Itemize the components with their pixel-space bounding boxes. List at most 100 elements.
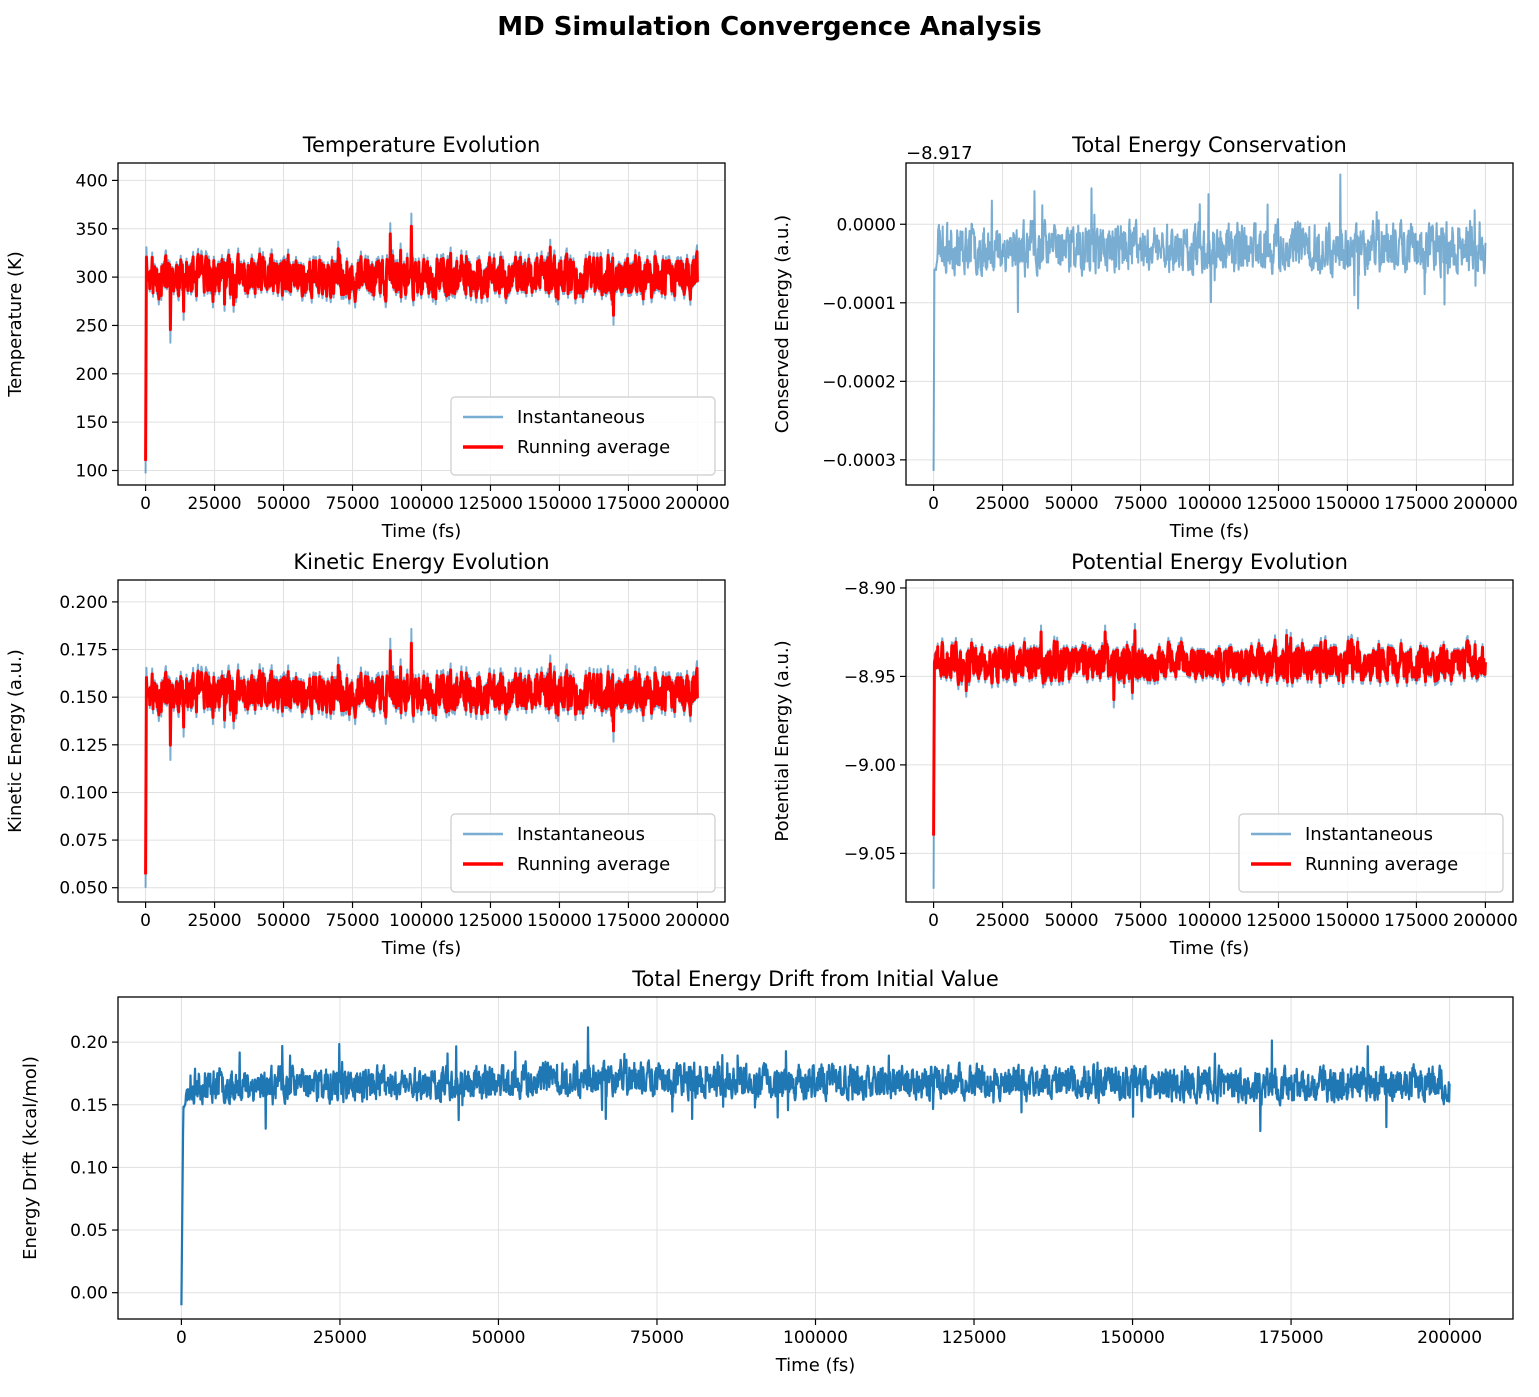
x-axis-label: Time (fs) bbox=[381, 521, 462, 542]
series-line bbox=[180, 1026, 1451, 1306]
x-tick-label: 0 bbox=[928, 494, 939, 514]
y-axis-label: Conserved Energy (a.u.) bbox=[772, 215, 793, 433]
y-tick-label: −0.0002 bbox=[822, 372, 896, 392]
y-tick-label: 300 bbox=[76, 268, 108, 288]
x-tick-label: 150000 bbox=[527, 494, 592, 514]
figure-title: MD Simulation Convergence Analysis bbox=[497, 12, 1042, 42]
y-axis-label: Energy Drift (kcal/mol) bbox=[20, 1056, 41, 1260]
x-tick-label: 75000 bbox=[630, 1328, 684, 1348]
x-tick-label: 150000 bbox=[1315, 911, 1380, 931]
y-axis-label: Kinetic Energy (a.u.) bbox=[5, 649, 26, 833]
x-tick-label: 200000 bbox=[1453, 494, 1518, 514]
x-tick-label: 50000 bbox=[471, 1328, 525, 1348]
x-tick-label: 100000 bbox=[1177, 911, 1242, 931]
series-group bbox=[144, 212, 699, 474]
x-tick-label: 175000 bbox=[1259, 1328, 1324, 1348]
series-line bbox=[932, 173, 1487, 471]
series-group bbox=[932, 173, 1487, 471]
x-tick-label: 175000 bbox=[596, 911, 661, 931]
x-tick-label: 0 bbox=[928, 911, 939, 931]
x-tick-label: 200000 bbox=[665, 494, 730, 514]
x-tick-label: 75000 bbox=[325, 494, 379, 514]
x-tick-label: 25000 bbox=[976, 911, 1030, 931]
y-tick-label: 0.20 bbox=[70, 1033, 108, 1053]
y-tick-label: 0.0000 bbox=[837, 215, 896, 235]
y-tick-label: 400 bbox=[76, 171, 108, 191]
x-tick-label: 125000 bbox=[942, 1328, 1007, 1348]
x-tick-label: 25000 bbox=[313, 1328, 367, 1348]
x-tick-label: 125000 bbox=[458, 911, 523, 931]
series-group bbox=[932, 622, 1487, 889]
legend-label: Running average bbox=[517, 854, 670, 875]
x-tick-label: 75000 bbox=[1113, 494, 1167, 514]
y-tick-label: −9.00 bbox=[844, 756, 896, 776]
x-tick-label: 150000 bbox=[527, 911, 592, 931]
legend-label: Instantaneous bbox=[517, 407, 645, 428]
series-running-average bbox=[144, 224, 699, 461]
x-tick-label: 0 bbox=[140, 494, 151, 514]
axes-title: Total Energy Conservation bbox=[1071, 133, 1347, 157]
axes-title: Total Energy Drift from Initial Value bbox=[631, 967, 999, 991]
axes-title: Temperature Evolution bbox=[302, 133, 541, 157]
y-tick-label: 0.125 bbox=[59, 736, 108, 756]
temperature-panel: 0 25000 50000 75000 100000 125000 150000 175000… bbox=[5, 133, 730, 542]
y-axis-label: Temperature (K) bbox=[5, 251, 26, 398]
x-tick-label: 75000 bbox=[325, 911, 379, 931]
x-tick-label: 25000 bbox=[976, 494, 1030, 514]
x-tick-label: 100000 bbox=[783, 1328, 848, 1348]
legend-box bbox=[1238, 813, 1504, 893]
x-tick-label: 75000 bbox=[1113, 911, 1167, 931]
x-tick-label: 25000 bbox=[188, 911, 242, 931]
legend-box bbox=[450, 813, 716, 893]
axes-title: Potential Energy Evolution bbox=[1071, 550, 1348, 574]
y-tick-label: −9.05 bbox=[844, 844, 896, 864]
y-axis-label: Potential Energy (a.u.) bbox=[772, 640, 793, 841]
x-tick-label: 50000 bbox=[256, 911, 310, 931]
x-tick-label: 125000 bbox=[458, 494, 523, 514]
legend-label: Instantaneous bbox=[517, 824, 645, 845]
legend-label: Running average bbox=[517, 437, 670, 458]
x-tick-label: 150000 bbox=[1100, 1328, 1165, 1348]
kinetic-energy-panel: 0 25000 50000 75000 100000 125000 150000 175000… bbox=[5, 550, 730, 959]
x-tick-label: 100000 bbox=[389, 494, 454, 514]
y-tick-label: 350 bbox=[76, 220, 108, 240]
y-tick-label: 250 bbox=[76, 316, 108, 336]
series-running-average bbox=[932, 629, 1487, 836]
y-tick-label: −8.90 bbox=[844, 579, 896, 599]
x-tick-label: 200000 bbox=[1417, 1328, 1482, 1348]
series-group bbox=[180, 1026, 1451, 1306]
x-tick-label: 25000 bbox=[188, 494, 242, 514]
legend-box bbox=[450, 396, 716, 476]
x-axis-label: Time (fs) bbox=[1169, 521, 1250, 542]
x-tick-label: 0 bbox=[176, 1328, 187, 1348]
y-tick-label: 0.100 bbox=[59, 783, 108, 803]
y-tick-label: −0.0001 bbox=[822, 294, 896, 314]
x-tick-label: 125000 bbox=[1246, 911, 1311, 931]
x-tick-label: 175000 bbox=[1384, 494, 1449, 514]
total-energy-panel: 0 25000 50000 75000 100000 125000 150000 175000… bbox=[772, 133, 1518, 542]
x-tick-label: 50000 bbox=[1044, 494, 1098, 514]
x-tick-label: 200000 bbox=[1453, 911, 1518, 931]
y-tick-label: 0.175 bbox=[59, 641, 108, 661]
y-tick-label: 100 bbox=[76, 461, 108, 481]
y-tick-label: 0.10 bbox=[70, 1158, 108, 1178]
legend-label: Running average bbox=[1305, 854, 1458, 875]
y-tick-label: 0.00 bbox=[70, 1284, 108, 1304]
x-tick-label: 100000 bbox=[1177, 494, 1242, 514]
x-tick-label: 175000 bbox=[1384, 911, 1449, 931]
y-tick-label: 200 bbox=[76, 365, 108, 385]
y-tick-label: 150 bbox=[76, 413, 108, 433]
y-tick-label: 0.15 bbox=[70, 1096, 108, 1116]
y-tick-label: 0.05 bbox=[70, 1221, 108, 1241]
x-tick-label: 100000 bbox=[389, 911, 454, 931]
y-tick-label: 0.150 bbox=[59, 688, 108, 708]
y-tick-label: 0.200 bbox=[59, 593, 108, 613]
energy-drift-panel: 0 25000 50000 75000 100000 125000 150000 175000… bbox=[20, 967, 1514, 1376]
y-tick-label: 0.050 bbox=[59, 879, 108, 899]
series-running-average bbox=[144, 641, 699, 875]
axes-title: Kinetic Energy Evolution bbox=[293, 550, 549, 574]
y-offset-label: −8.917 bbox=[906, 143, 973, 164]
x-axis-label: Time (fs) bbox=[775, 1355, 856, 1376]
x-tick-label: 125000 bbox=[1246, 494, 1311, 514]
potential-energy-panel: 0 25000 50000 75000 100000 125000 150000 175000… bbox=[772, 550, 1518, 959]
